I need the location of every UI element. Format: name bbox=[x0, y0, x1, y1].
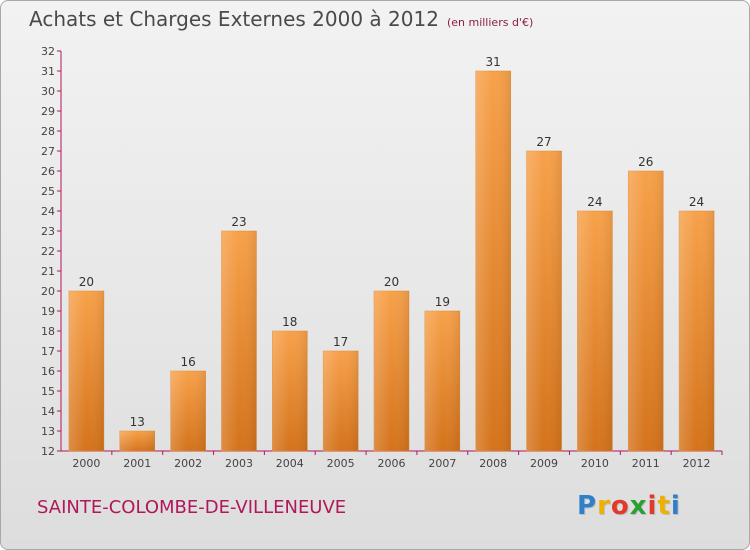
bar-shade bbox=[221, 231, 257, 451]
bar-value-label: 20 bbox=[384, 275, 399, 289]
bar-value-label: 16 bbox=[180, 355, 195, 369]
x-tick-label: 2009 bbox=[530, 457, 558, 470]
bar-shade bbox=[272, 331, 308, 451]
y-tick-label: 23 bbox=[41, 225, 55, 238]
bar-value-label: 18 bbox=[282, 315, 297, 329]
bar-shade bbox=[374, 291, 409, 451]
y-tick-label: 21 bbox=[41, 265, 55, 278]
x-tick-label: 2004 bbox=[276, 457, 304, 470]
bar-value-label: 26 bbox=[638, 155, 653, 169]
bar-value-label: 19 bbox=[435, 295, 450, 309]
proxiti-logo: Proxiti bbox=[577, 491, 681, 521]
x-tick-label: 2011 bbox=[632, 457, 660, 470]
bar-shade bbox=[526, 151, 562, 451]
bar-value-label: 17 bbox=[333, 335, 348, 349]
y-axis: 12 13 14 15 16 17 18 19 20 21 22 23 24 25 26 27 28 29 30 31… bbox=[41, 45, 62, 458]
y-tick-label: 12 bbox=[41, 445, 55, 458]
x-tick-label: 2005 bbox=[327, 457, 355, 470]
y-tick-label: 30 bbox=[41, 85, 55, 98]
bar-value-label: 27 bbox=[536, 135, 551, 149]
y-tick-label: 19 bbox=[41, 305, 55, 318]
y-tick-label: 26 bbox=[41, 165, 55, 178]
bar-shade bbox=[424, 311, 460, 451]
y-tick-label: 20 bbox=[41, 285, 55, 298]
x-tick-label: 2008 bbox=[479, 457, 507, 470]
logo-letter: P bbox=[577, 491, 598, 521]
chart-title-block: Achats et Charges Externes 2000 à 2012 (e… bbox=[29, 7, 533, 31]
y-tick-label: 22 bbox=[41, 245, 55, 258]
y-tick-label: 25 bbox=[41, 185, 55, 198]
commune-name: SAINTE-COLOMBE-DE-VILLENEUVE bbox=[37, 497, 347, 518]
bar-shade bbox=[679, 211, 715, 451]
y-tick-label: 17 bbox=[41, 345, 55, 358]
x-tick-label: 2003 bbox=[225, 457, 253, 470]
logo-letter: o bbox=[610, 491, 630, 521]
bar-value-label: 20 bbox=[79, 275, 94, 289]
y-tick-label: 13 bbox=[41, 425, 55, 438]
bar-shade bbox=[323, 351, 359, 451]
x-tick-label: 2010 bbox=[581, 457, 609, 470]
logo-letter: i bbox=[670, 491, 681, 521]
bar-shade bbox=[577, 211, 613, 451]
x-tick-label: 2007 bbox=[428, 457, 456, 470]
y-tick-label: 28 bbox=[41, 125, 55, 138]
y-tick-label: 18 bbox=[41, 325, 55, 338]
bar-shade bbox=[68, 291, 104, 451]
y-tick-label: 29 bbox=[41, 105, 55, 118]
bar-value-label: 24 bbox=[587, 195, 602, 209]
bar-value-label: 31 bbox=[486, 55, 501, 69]
logo-letter: x bbox=[629, 491, 648, 521]
bar-value-label: 23 bbox=[231, 215, 246, 229]
logo-letter: t bbox=[657, 491, 671, 521]
logo-letter: i bbox=[647, 491, 658, 521]
chart-title: Achats et Charges Externes 2000 à 2012 bbox=[29, 7, 439, 31]
y-tick-label: 16 bbox=[41, 365, 55, 378]
y-tick-label: 31 bbox=[41, 65, 55, 78]
y-tick-label: 24 bbox=[41, 205, 55, 218]
chart-unit: (en milliers d'€) bbox=[446, 16, 534, 29]
x-tick-label: 2002 bbox=[174, 457, 202, 470]
bar-shade bbox=[628, 171, 664, 451]
x-tick-label: 2001 bbox=[123, 457, 151, 470]
y-tick-label: 14 bbox=[41, 405, 55, 418]
x-tick-label: 2006 bbox=[378, 457, 406, 470]
bar-value-label: 24 bbox=[689, 195, 704, 209]
y-tick-label: 15 bbox=[41, 385, 55, 398]
bar-shade bbox=[119, 431, 155, 451]
y-tick-label: 27 bbox=[41, 145, 55, 158]
x-axis: 2000 2001 2002 2003 2004 2005 2006 2007 2008 2009… bbox=[61, 450, 723, 470]
y-tick-label: 32 bbox=[41, 45, 55, 58]
logo-letter: r bbox=[597, 491, 611, 521]
x-tick-label: 2000 bbox=[72, 457, 100, 470]
bar-shade bbox=[170, 371, 206, 451]
bars: 20 13 16 23 18 17 20 19 31 27 24 26 24 bbox=[68, 55, 715, 452]
bar-shade bbox=[475, 71, 511, 451]
x-tick-label: 2012 bbox=[683, 457, 711, 470]
bar-value-label: 13 bbox=[130, 415, 145, 429]
